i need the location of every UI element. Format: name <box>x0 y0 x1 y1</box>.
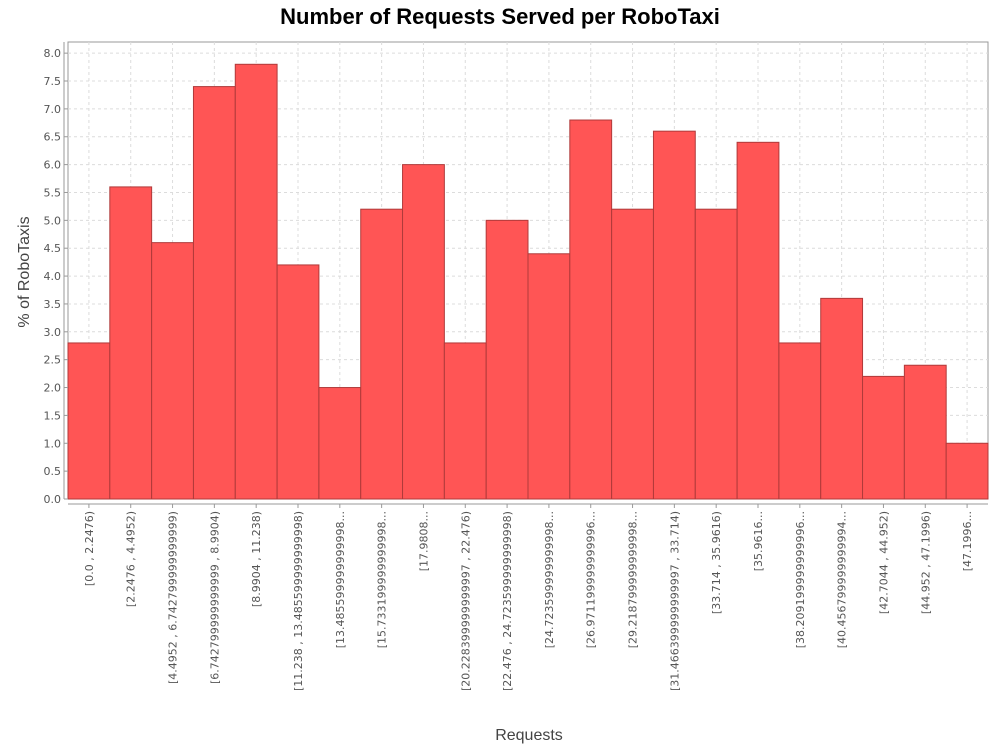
bar-0 <box>67 342 111 500</box>
x-tick-label: [11.238 , 13.485599999999998) <box>292 511 305 691</box>
x-tick-label: [24.723599999999998... <box>543 511 556 648</box>
y-tick-label: 2.5 <box>44 354 62 367</box>
x-tick-label: [29.218799999999998... <box>627 511 640 648</box>
bar-3 <box>192 86 236 500</box>
y-tick-label: 7.5 <box>44 75 62 88</box>
y-tick-label: 3.0 <box>44 326 62 339</box>
bar-6 <box>318 387 362 500</box>
x-tick-label: [35.9616... <box>752 511 765 571</box>
bar-16 <box>736 141 780 500</box>
x-axis: [0.0 , 2.2476) [2.2476 , 4.4952) [4.4952 ,… <box>68 503 988 691</box>
y-tick-label: 3.5 <box>44 298 62 311</box>
bar-21 <box>945 442 989 500</box>
x-tick-label: [17.9808... <box>417 511 430 571</box>
y-tick-label: 0.5 <box>44 465 62 478</box>
bar-14 <box>652 130 696 500</box>
bar-1 <box>109 186 153 500</box>
y-tick-label: 4.0 <box>44 270 62 283</box>
y-axis-label: % of RoboTaxis <box>16 216 33 327</box>
y-tick-label: 0.0 <box>44 493 62 506</box>
x-tick-label: [33.714 , 35.9616) <box>710 511 723 614</box>
bar-13 <box>611 208 654 500</box>
bar-17 <box>778 342 822 500</box>
x-tick-label: [47.1996... <box>961 511 974 571</box>
y-tick-label: 5.0 <box>44 214 62 227</box>
y-tick-label: 6.5 <box>44 131 62 144</box>
y-tick-label: 1.5 <box>44 409 62 422</box>
bar-18 <box>820 297 864 500</box>
y-tick-label: 8.0 <box>44 47 62 60</box>
bar-19 <box>862 375 905 500</box>
x-tick-label: [6.742799999999999 , 8.9904) <box>208 511 221 684</box>
bar-11 <box>527 253 571 500</box>
bar-5 <box>276 264 320 500</box>
y-tick-label: 1.0 <box>44 437 62 450</box>
bar-15 <box>694 208 738 500</box>
y-tick-label: 4.5 <box>44 242 62 255</box>
bar-9 <box>443 342 487 500</box>
chart-title: Number of Requests Served per RoboTaxi <box>280 4 720 29</box>
x-tick-label: [22.476 , 24.723599999999998) <box>501 511 514 691</box>
x-tick-label: [42.7044 , 44.952) <box>877 511 890 614</box>
x-axis-label: Requests <box>495 727 563 744</box>
x-tick-label: [13.485599999999998... <box>334 511 347 648</box>
bars <box>67 63 989 500</box>
bar-20 <box>903 364 947 500</box>
x-tick-label: [2.2476 , 4.4952) <box>125 511 138 607</box>
x-tick-label: [26.971199999999996... <box>585 511 598 648</box>
y-tick-label: 2.0 <box>44 382 62 395</box>
x-tick-label: [40.456799999999994... <box>836 511 849 648</box>
x-tick-label: [4.4952 , 6.742799999999999) <box>167 511 180 684</box>
y-axis: 0.0 0.5 1.0 1.5 2.0 2.5 3.0 3.5 4.0 4.5 5.0 5.5 6.0 6… <box>44 42 68 506</box>
x-tick-label: [0.0 , 2.2476) <box>83 511 96 586</box>
x-tick-label: [8.9904 , 11.238) <box>250 511 263 607</box>
x-tick-label: [31.466399999999997 , 33.714) <box>668 511 681 691</box>
bar-10 <box>485 219 529 500</box>
bar-4 <box>234 63 278 500</box>
x-tick-label: [20.228399999999997 , 22.476) <box>459 511 472 691</box>
bar-7 <box>360 208 404 500</box>
x-tick-label: [44.952 , 47.1996) <box>919 511 932 614</box>
bar-8 <box>402 164 445 500</box>
x-tick-label: [38.209199999999996... <box>794 511 807 648</box>
y-tick-label: 6.0 <box>44 159 62 172</box>
y-tick-label: 5.5 <box>44 186 62 199</box>
x-tick-label: [15.733199999999998... <box>376 511 389 648</box>
bar-2 <box>151 242 194 500</box>
y-tick-label: 7.0 <box>44 103 62 116</box>
bar-12 <box>569 119 613 500</box>
